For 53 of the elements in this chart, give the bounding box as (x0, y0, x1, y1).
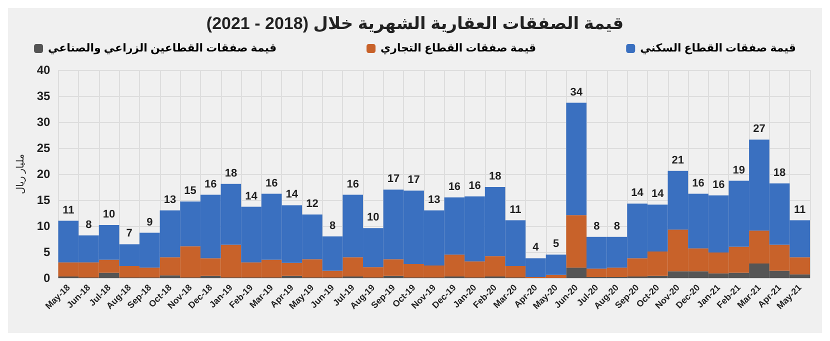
total-label: 13 (428, 194, 440, 206)
total-label: 8 (614, 220, 620, 232)
y-tick-label: 40 (36, 63, 51, 77)
total-label: 16 (265, 177, 278, 190)
y-tick-label: 5 (44, 245, 51, 259)
total-label: 8 (594, 220, 600, 232)
total-label: 14 (651, 188, 665, 200)
y-tick-label: 15 (36, 193, 51, 207)
total-label: 16 (204, 178, 217, 190)
y-tick-label: 0 (44, 271, 51, 285)
total-label: 16 (346, 178, 359, 190)
total-label: 5 (552, 238, 560, 250)
total-label: 34 (570, 86, 584, 98)
legend-label: قيمة صفقات القطاع التجاري (380, 42, 536, 54)
y-tick-label: 25 (36, 141, 51, 155)
total-label: 7 (126, 228, 132, 240)
total-label: 17 (387, 173, 400, 186)
total-label: 9 (146, 216, 153, 228)
total-label: 19 (732, 164, 746, 176)
total-label: 16 (468, 180, 481, 192)
total-label: 16 (448, 180, 461, 193)
total-label: 11 (794, 204, 806, 216)
chart-title: قيمة الصفقات العقارية الشهرية خلال (2018 - 2021) (206, 14, 624, 34)
total-label: 11 (62, 204, 74, 216)
total-label: 27 (753, 123, 766, 136)
total-label: 10 (367, 212, 380, 224)
y-axis-title: مليار ريال (16, 154, 26, 194)
total-label: 11 (510, 204, 522, 216)
total-label: 21 (672, 154, 684, 166)
total-label: 16 (712, 178, 725, 191)
total-label: 18 (488, 170, 502, 182)
total-label: 18 (773, 166, 786, 179)
total-label: 12 (306, 198, 318, 210)
bar (566, 102, 587, 216)
total-label: 14 (245, 190, 258, 202)
legend-label: قيمة صفقات القطاعين الزراعي والصناعي (48, 42, 277, 54)
y-tick-label: 10 (36, 219, 51, 233)
legend-label: قيمة صفقات القطاع السكني (640, 42, 796, 54)
y-tick-label: 20 (36, 167, 51, 181)
total-label: 18 (224, 167, 238, 180)
total-label: 8 (86, 218, 92, 231)
y-tick-label: 35 (36, 89, 51, 103)
total-label: 15 (184, 185, 196, 198)
total-label: 13 (164, 194, 176, 206)
total-label: 16 (692, 177, 704, 190)
total-label: 14 (631, 187, 644, 200)
y-tick-label: 30 (36, 115, 51, 129)
total-label: 17 (408, 174, 420, 186)
total-label: 10 (102, 208, 116, 220)
total-label: 4 (532, 242, 540, 254)
bar (566, 215, 587, 268)
total-label: 14 (286, 188, 299, 201)
total-label: 8 (329, 220, 336, 232)
